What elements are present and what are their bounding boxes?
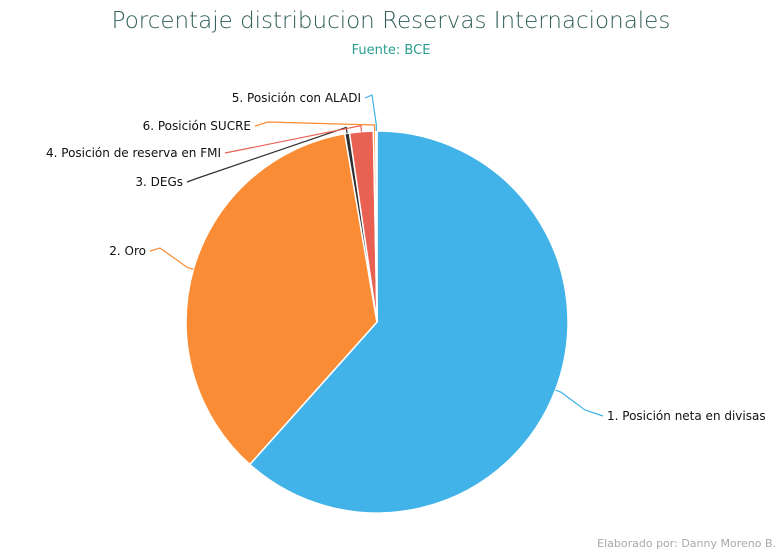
chart-subtitle: Fuente: BCE <box>351 43 431 58</box>
pie-slice[interactable] <box>375 130 378 323</box>
slice-connector <box>254 121 376 132</box>
slice-connector <box>149 247 194 270</box>
slice-label: 6. Posición SUCRE <box>143 119 251 133</box>
slice-label: 1. Posición neta en divisas <box>607 409 766 423</box>
pie-slice[interactable] <box>248 130 569 514</box>
slice-label: 3. DEGs <box>135 175 183 189</box>
pie-slice[interactable] <box>185 132 378 466</box>
slice-label: 4. Posición de reserva en FMI <box>46 146 221 160</box>
slice-connector <box>186 126 348 183</box>
slice-connector <box>224 124 363 154</box>
slice-label: 5. Posición con ALADI <box>232 91 361 105</box>
slice-label: 2. Oro <box>109 244 146 258</box>
slice-connector <box>555 389 604 417</box>
slice-connector <box>364 94 377 132</box>
chart-title: Porcentaje distribucion Reservas Interna… <box>111 8 671 34</box>
credit-text: Elaborado por: Danny Moreno B. <box>597 537 776 550</box>
